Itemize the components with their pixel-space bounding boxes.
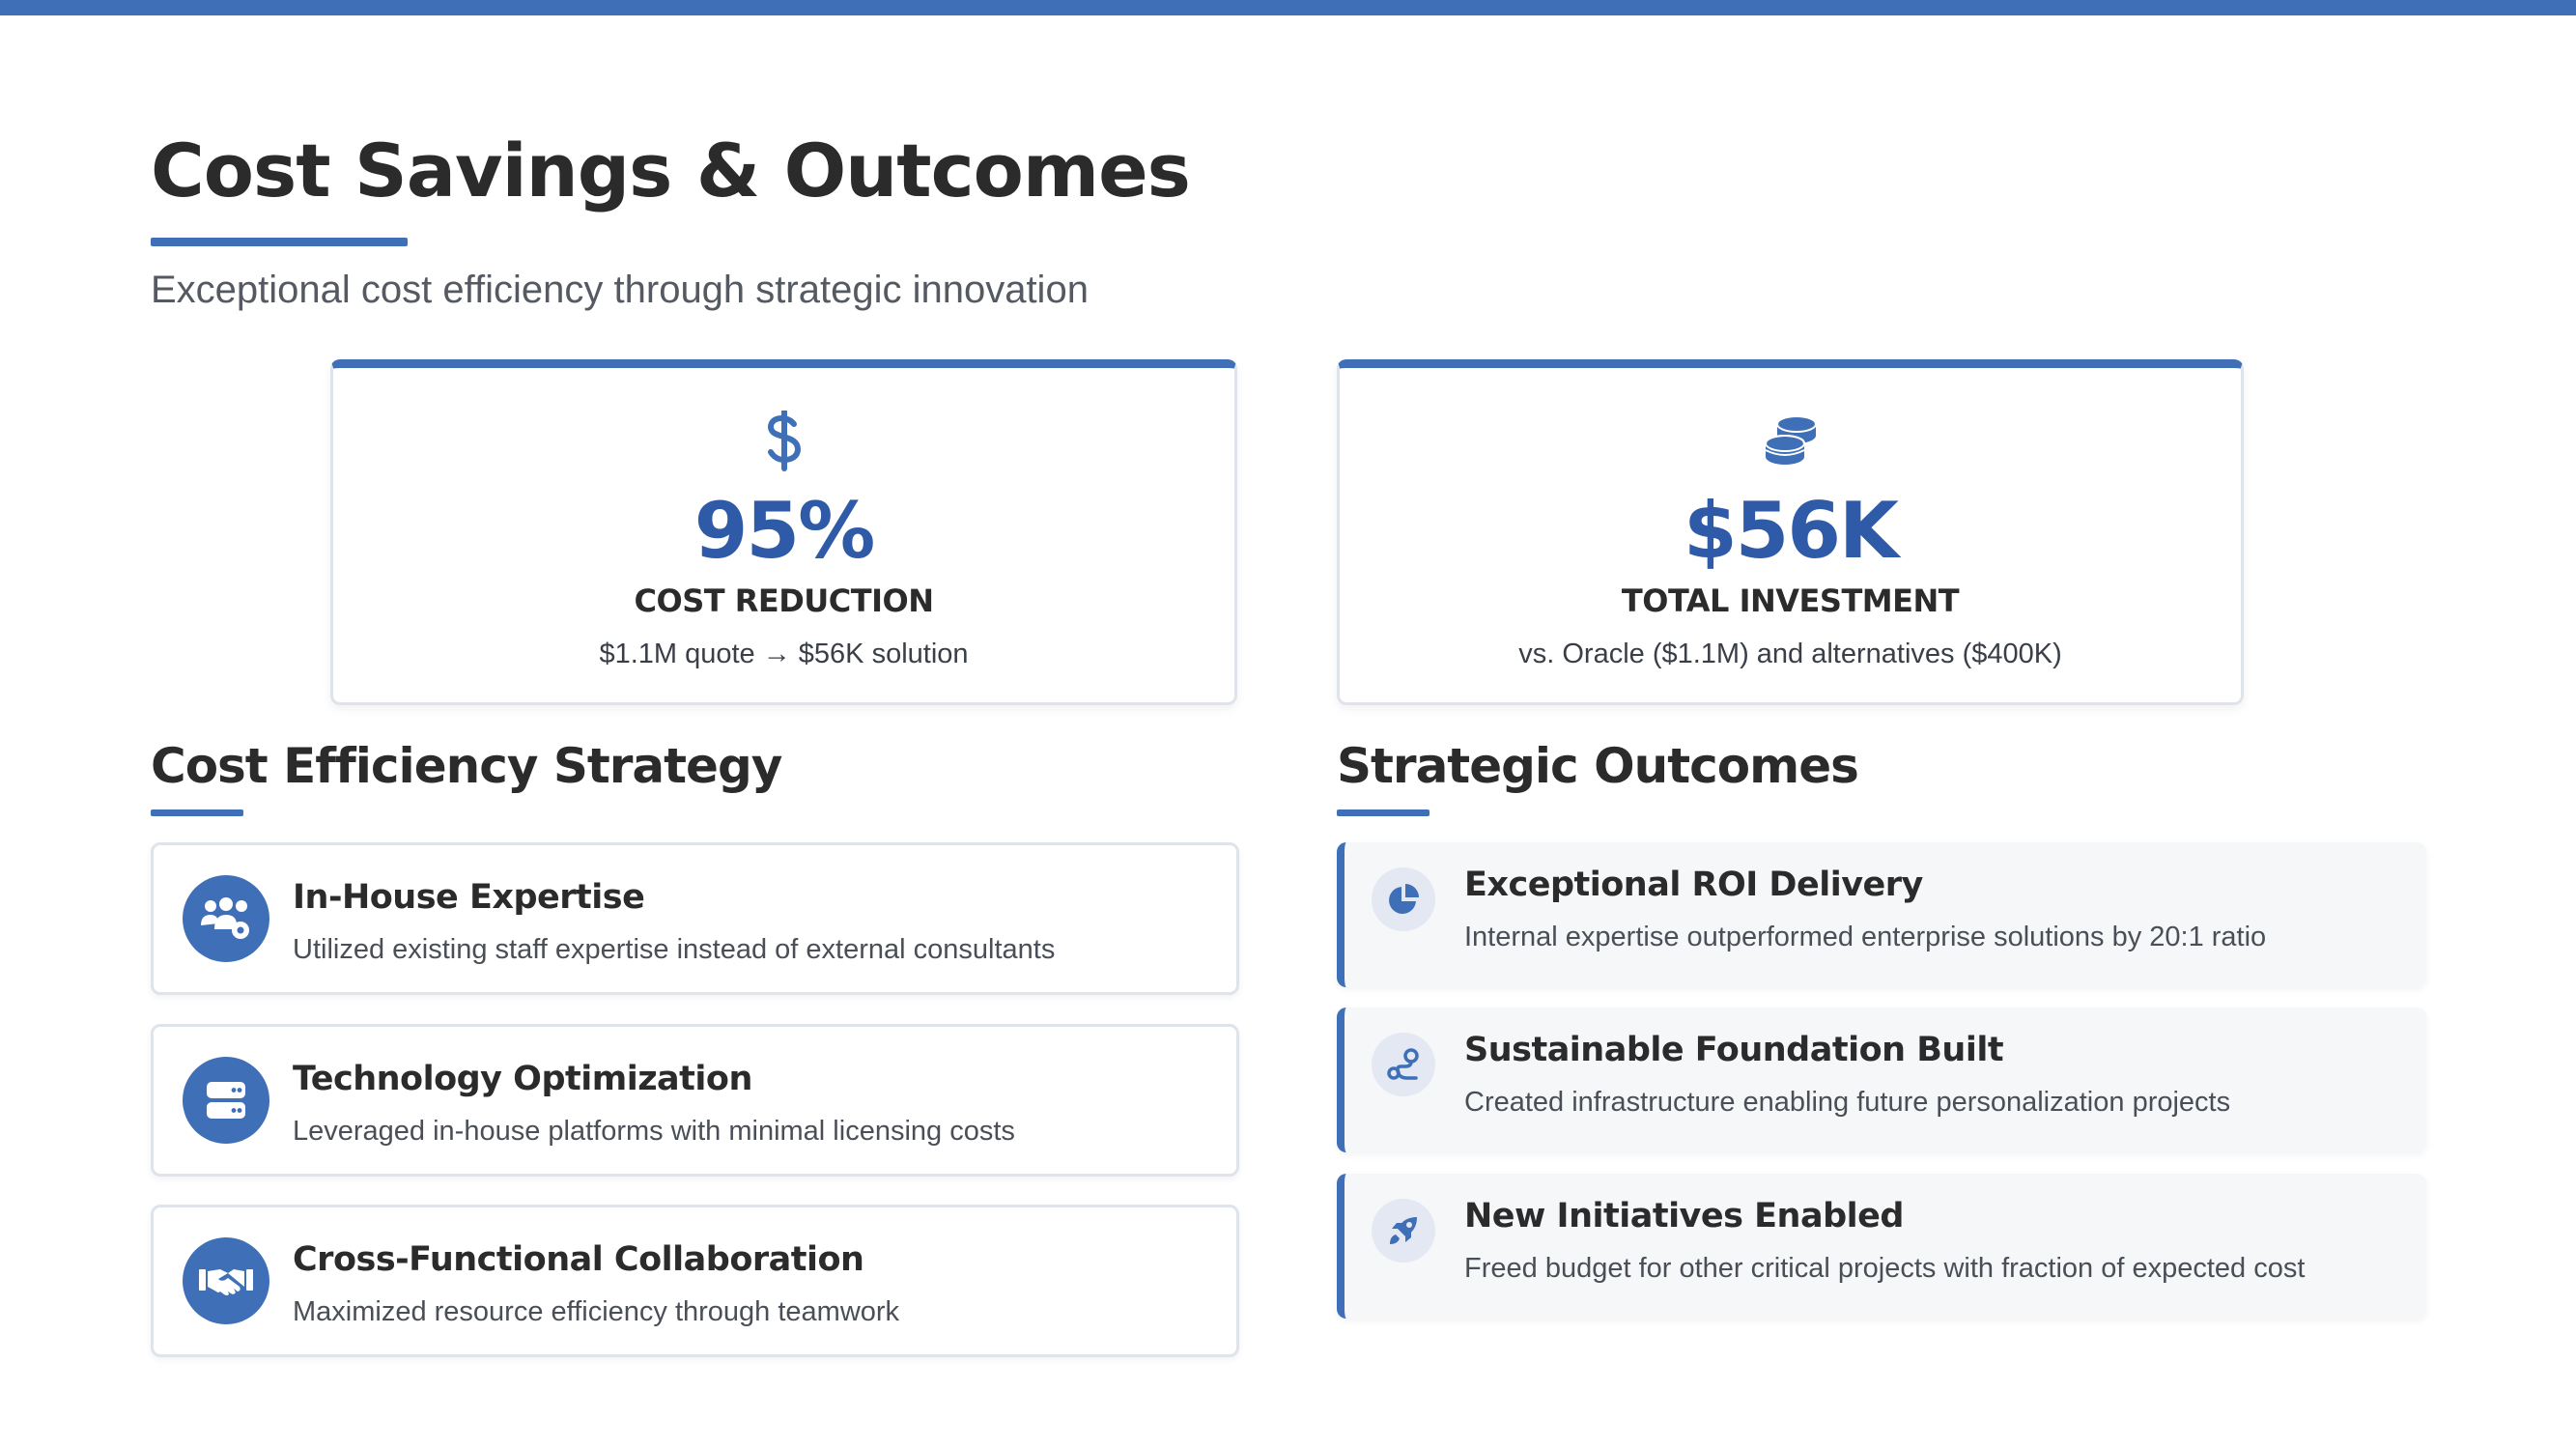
section-title-strategy: Cost Efficiency Strategy <box>151 738 782 794</box>
strategy-card-in-house-expertise: In-House Expertise Utilized existing sta… <box>151 842 1239 995</box>
strategy-card-cross-functional-collaboration: Cross-Functional Collaboration Maximized… <box>151 1205 1239 1357</box>
metric-card-cost-reduction: 95% COST REDUCTION $1.1M quote → $56K so… <box>330 359 1237 705</box>
card-description: Utilized existing staff expertise instea… <box>293 934 1056 965</box>
card-description: Internal expertise outperformed enterpri… <box>1464 922 2267 952</box>
card-title: In-House Expertise <box>293 878 645 917</box>
coins-icon <box>1340 411 2241 472</box>
section-title-outcomes: Strategic Outcomes <box>1337 738 1859 794</box>
rocket-icon <box>1372 1199 1435 1263</box>
card-description: Created infrastructure enabling future p… <box>1464 1087 2231 1118</box>
users-gear-icon <box>183 875 269 962</box>
page-title: Cost Savings & Outcomes <box>151 128 1191 213</box>
card-description: Maximized resource efficiency through te… <box>293 1296 900 1327</box>
pie-chart-icon <box>1372 867 1435 931</box>
card-description: Freed budget for other critical projects… <box>1464 1253 2306 1284</box>
metric-label: COST REDUCTION <box>634 582 934 619</box>
metric-value: 95% <box>694 486 875 576</box>
card-title: Exceptional ROI Delivery <box>1464 866 1923 904</box>
metric-label: TOTAL INVESTMENT <box>1621 582 1960 619</box>
top-accent-bar <box>0 0 2576 15</box>
card-title: Technology Optimization <box>293 1060 752 1098</box>
card-title: Cross-Functional Collaboration <box>293 1240 864 1279</box>
outcome-card-sustainable-foundation: Sustainable Foundation Built Created inf… <box>1337 1008 2426 1152</box>
card-title: Sustainable Foundation Built <box>1464 1031 2004 1069</box>
metric-value: $56K <box>1684 486 1899 576</box>
strategy-card-technology-optimization: Technology Optimization Leveraged in-hou… <box>151 1024 1239 1177</box>
section-underline <box>151 809 243 816</box>
metric-description: vs. Oracle ($1.1M) and alternatives ($40… <box>1518 639 2062 669</box>
title-underline <box>151 238 408 246</box>
outcome-card-new-initiatives: New Initiatives Enabled Freed budget for… <box>1337 1174 2426 1319</box>
outcome-card-roi-delivery: Exceptional ROI Delivery Internal expert… <box>1337 842 2426 987</box>
card-title: New Initiatives Enabled <box>1464 1197 1904 1235</box>
route-icon <box>1372 1033 1435 1096</box>
metric-card-total-investment: $56K TOTAL INVESTMENT vs. Oracle ($1.1M)… <box>1337 359 2244 705</box>
metric-description: $1.1M quote → $56K solution <box>599 639 969 669</box>
server-icon <box>183 1057 269 1144</box>
handshake-icon <box>183 1237 269 1324</box>
section-underline <box>1337 809 1430 816</box>
dollar-icon <box>333 411 1234 472</box>
page-subtitle: Exceptional cost efficiency through stra… <box>151 269 1089 311</box>
card-description: Leveraged in-house platforms with minima… <box>293 1116 1015 1147</box>
